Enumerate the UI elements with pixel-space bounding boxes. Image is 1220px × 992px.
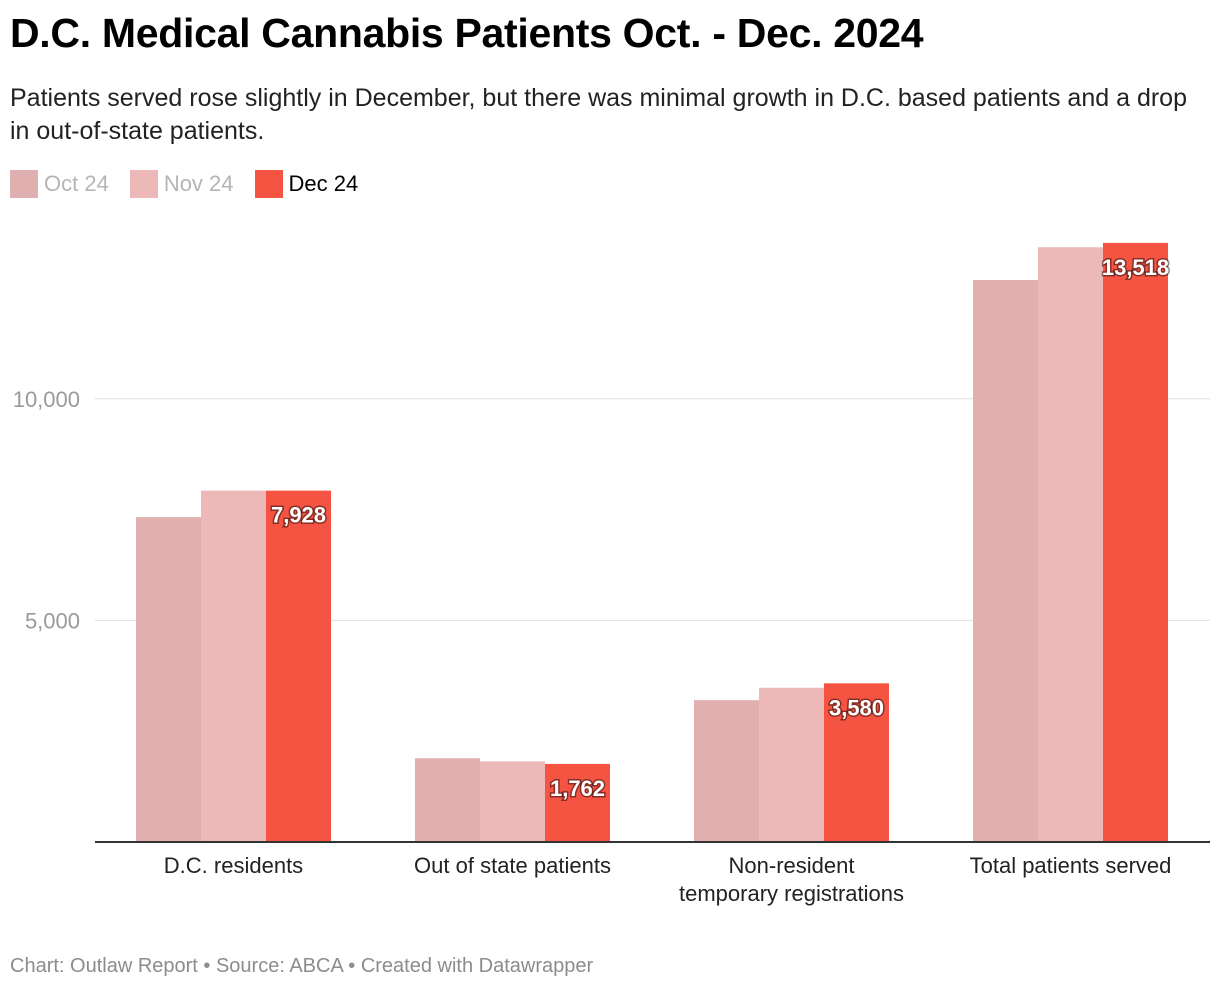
x-tick-label-non-resident-temporary-registrations-line-1: Non-resident (729, 853, 855, 878)
bar-dec-24-non-resident-temporary-registrations (824, 683, 889, 842)
x-tick-label-non-resident-temporary-registrations-line-2: temporary registrations (679, 881, 904, 906)
legend-swatch-dec-24 (254, 170, 283, 198)
legend-item-nov-24[interactable]: Nov 24 (129, 170, 234, 198)
legend-label-dec-24: Dec 24 (288, 171, 359, 196)
bar-oct-24-non-resident-temporary-registrations (694, 700, 759, 842)
bar-oct-24-total-patients-served (973, 280, 1038, 842)
bar-nov-24-total-patients-served (1038, 247, 1103, 843)
legend-label-oct-24: Oct 24 (44, 171, 109, 196)
value-label-d-c-residents: 7,928 (271, 503, 326, 528)
chart-subtitle: Patients served rose slightly in Decembe… (10, 84, 1187, 145)
y-tick-label-10000: 10,000 (13, 387, 80, 412)
x-tick-label-total-patients-served: Total patients served (970, 853, 1172, 878)
legend-item-dec-24[interactable]: Dec 24 (254, 170, 359, 198)
legend-swatch-nov-24 (129, 170, 158, 198)
x-tick-label-d-c-residents: D.C. residents (164, 853, 303, 878)
legend-swatch-oct-24 (10, 170, 38, 198)
bar-dec-24-total-patients-served (1103, 242, 1168, 843)
legend: Oct 24 Nov 24 Dec 24 (10, 170, 379, 198)
bar-oct-24-out-of-state-patients (415, 758, 480, 842)
chart-title: D.C. Medical Cannabis Patients Oct. - De… (10, 10, 924, 56)
legend-item-oct-24[interactable]: Oct 24 (10, 170, 109, 198)
chart-footer: Chart: Outlaw Report • Source: ABCA • Cr… (10, 955, 594, 977)
bar-nov-24-non-resident-temporary-registrations (759, 687, 824, 842)
bar-oct-24-d-c-residents (136, 517, 201, 842)
value-label-out-of-state-patients: 1,762 (550, 776, 605, 801)
value-label-total-patients-served: 13,518 (1102, 255, 1169, 280)
bar-nov-24-out-of-state-patients (480, 761, 545, 842)
bar-dec-24-out-of-state-patients (545, 763, 610, 842)
bar-nov-24-d-c-residents (201, 490, 266, 842)
value-label-non-resident-temporary-registrations: 3,580 (829, 695, 884, 720)
x-tick-label-out-of-state-patients: Out of state patients (414, 853, 611, 878)
y-tick-label-5000: 5,000 (25, 608, 80, 633)
bar-dec-24-d-c-residents (266, 490, 331, 842)
legend-label-nov-24: Nov 24 (163, 171, 234, 196)
